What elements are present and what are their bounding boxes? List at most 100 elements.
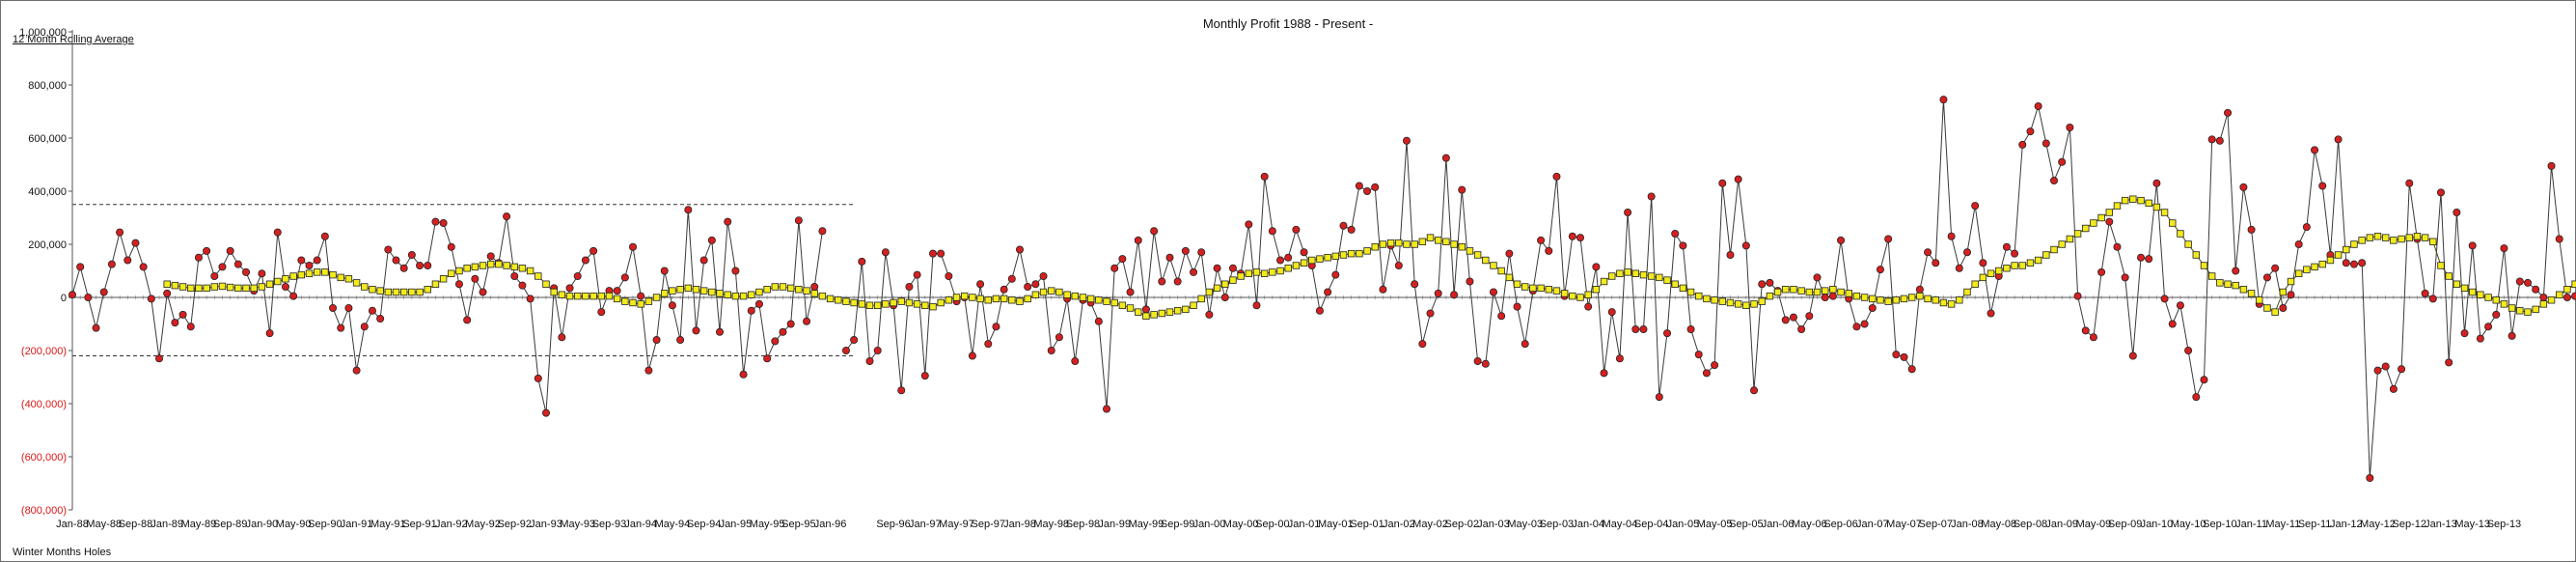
profit-point bbox=[2539, 293, 2548, 301]
average-point bbox=[2421, 234, 2429, 241]
profit-point bbox=[392, 256, 400, 265]
average-point bbox=[1947, 300, 1956, 308]
x-tick-label: May-99 bbox=[1129, 519, 1165, 530]
average-point bbox=[2524, 308, 2532, 316]
profit-point bbox=[1363, 186, 1372, 195]
average-point bbox=[479, 262, 487, 269]
profit-point bbox=[992, 323, 1000, 331]
profit-point bbox=[203, 246, 211, 255]
average-point bbox=[1371, 243, 1379, 251]
profit-point bbox=[1545, 246, 1553, 255]
profit-point bbox=[1947, 232, 1956, 240]
x-tick-label: Jan-05 bbox=[1667, 519, 1700, 530]
x-tick-label: Sep-10 bbox=[2203, 519, 2236, 530]
average-point bbox=[1339, 251, 1348, 259]
profit-point bbox=[2358, 259, 2367, 267]
average-point bbox=[621, 297, 629, 305]
x-tick-label: May-02 bbox=[1412, 519, 1448, 530]
average-point bbox=[2152, 203, 2161, 211]
average-point bbox=[1095, 296, 1103, 304]
average-point bbox=[2232, 281, 2239, 290]
profit-point bbox=[786, 320, 795, 328]
profit-point bbox=[178, 310, 187, 319]
profit-point bbox=[2128, 351, 2137, 360]
average-point bbox=[882, 300, 890, 308]
x-tick-label: May-88 bbox=[86, 519, 122, 530]
profit-point bbox=[581, 256, 589, 265]
average-point bbox=[565, 292, 574, 300]
chart-title: Monthly Profit 1988 - Present - bbox=[1202, 16, 1374, 31]
profit-point bbox=[1600, 369, 1608, 378]
profit-point bbox=[2160, 295, 2169, 303]
profit-point bbox=[479, 288, 487, 296]
profit-point bbox=[1165, 253, 1174, 262]
profit-point bbox=[431, 217, 440, 226]
profit-point bbox=[84, 293, 93, 301]
average-point bbox=[739, 292, 748, 300]
profit-point bbox=[968, 351, 976, 360]
average-point bbox=[1497, 267, 1505, 275]
profit-point bbox=[2279, 303, 2288, 312]
profit-point bbox=[1245, 220, 1253, 229]
average-point bbox=[1734, 300, 1742, 308]
average-point bbox=[582, 292, 589, 300]
profit-point bbox=[1324, 288, 1332, 296]
x-tick-label: May-98 bbox=[1033, 519, 1069, 530]
profit-point bbox=[2507, 331, 2516, 340]
profit-point bbox=[1268, 227, 1276, 236]
average-point bbox=[597, 292, 605, 300]
average-point bbox=[2532, 305, 2539, 314]
average-point bbox=[1308, 256, 1316, 265]
profit-point bbox=[463, 316, 472, 324]
profit-point bbox=[2184, 346, 2193, 354]
profit-point bbox=[1741, 241, 1750, 250]
profit-point bbox=[1734, 175, 1742, 183]
profit-point bbox=[1276, 256, 1285, 265]
average-point bbox=[503, 262, 510, 269]
average-point bbox=[1569, 292, 1576, 300]
x-tick-label: May-10 bbox=[2171, 519, 2206, 530]
average-point bbox=[1165, 308, 1174, 316]
average-point bbox=[613, 295, 621, 303]
profit-point bbox=[1568, 232, 1576, 240]
profit-point bbox=[2152, 179, 2161, 187]
average-point bbox=[786, 284, 795, 293]
x-tick-label: Sep-07 bbox=[1919, 519, 1953, 530]
average-point bbox=[258, 283, 266, 291]
average-point bbox=[984, 296, 992, 304]
profit-point bbox=[2555, 235, 2563, 243]
average-point bbox=[1956, 296, 1963, 304]
average-point bbox=[589, 292, 597, 300]
profit-point bbox=[123, 256, 132, 265]
average-point bbox=[1118, 301, 1127, 309]
average-point bbox=[2216, 279, 2224, 287]
profit-point bbox=[1726, 250, 1735, 259]
x-tick-label: Jan-90 bbox=[246, 519, 279, 530]
average-point bbox=[945, 296, 953, 304]
average-point bbox=[187, 284, 195, 293]
profit-point bbox=[407, 250, 416, 259]
profit-point bbox=[2523, 278, 2532, 287]
profit-point bbox=[1924, 248, 1932, 257]
average-point bbox=[1403, 240, 1411, 248]
average-point bbox=[1316, 255, 1324, 263]
profit-point bbox=[2073, 292, 2082, 300]
profit-point bbox=[360, 323, 369, 331]
average-point bbox=[1860, 294, 1869, 301]
average-point bbox=[1513, 280, 1521, 288]
profit-point bbox=[2058, 157, 2067, 166]
profit-point bbox=[841, 346, 850, 354]
average-point bbox=[1252, 268, 1261, 276]
average-point bbox=[171, 281, 179, 290]
profit-point bbox=[928, 249, 937, 258]
profit-point bbox=[644, 366, 653, 375]
average-point bbox=[1245, 269, 1253, 277]
x-tick-label: Jan-09 bbox=[2045, 519, 2078, 530]
average-point bbox=[1758, 297, 1766, 305]
profit-point bbox=[439, 218, 448, 227]
average-point bbox=[2279, 288, 2288, 296]
average-point bbox=[2469, 288, 2477, 296]
average-point bbox=[2239, 286, 2248, 294]
